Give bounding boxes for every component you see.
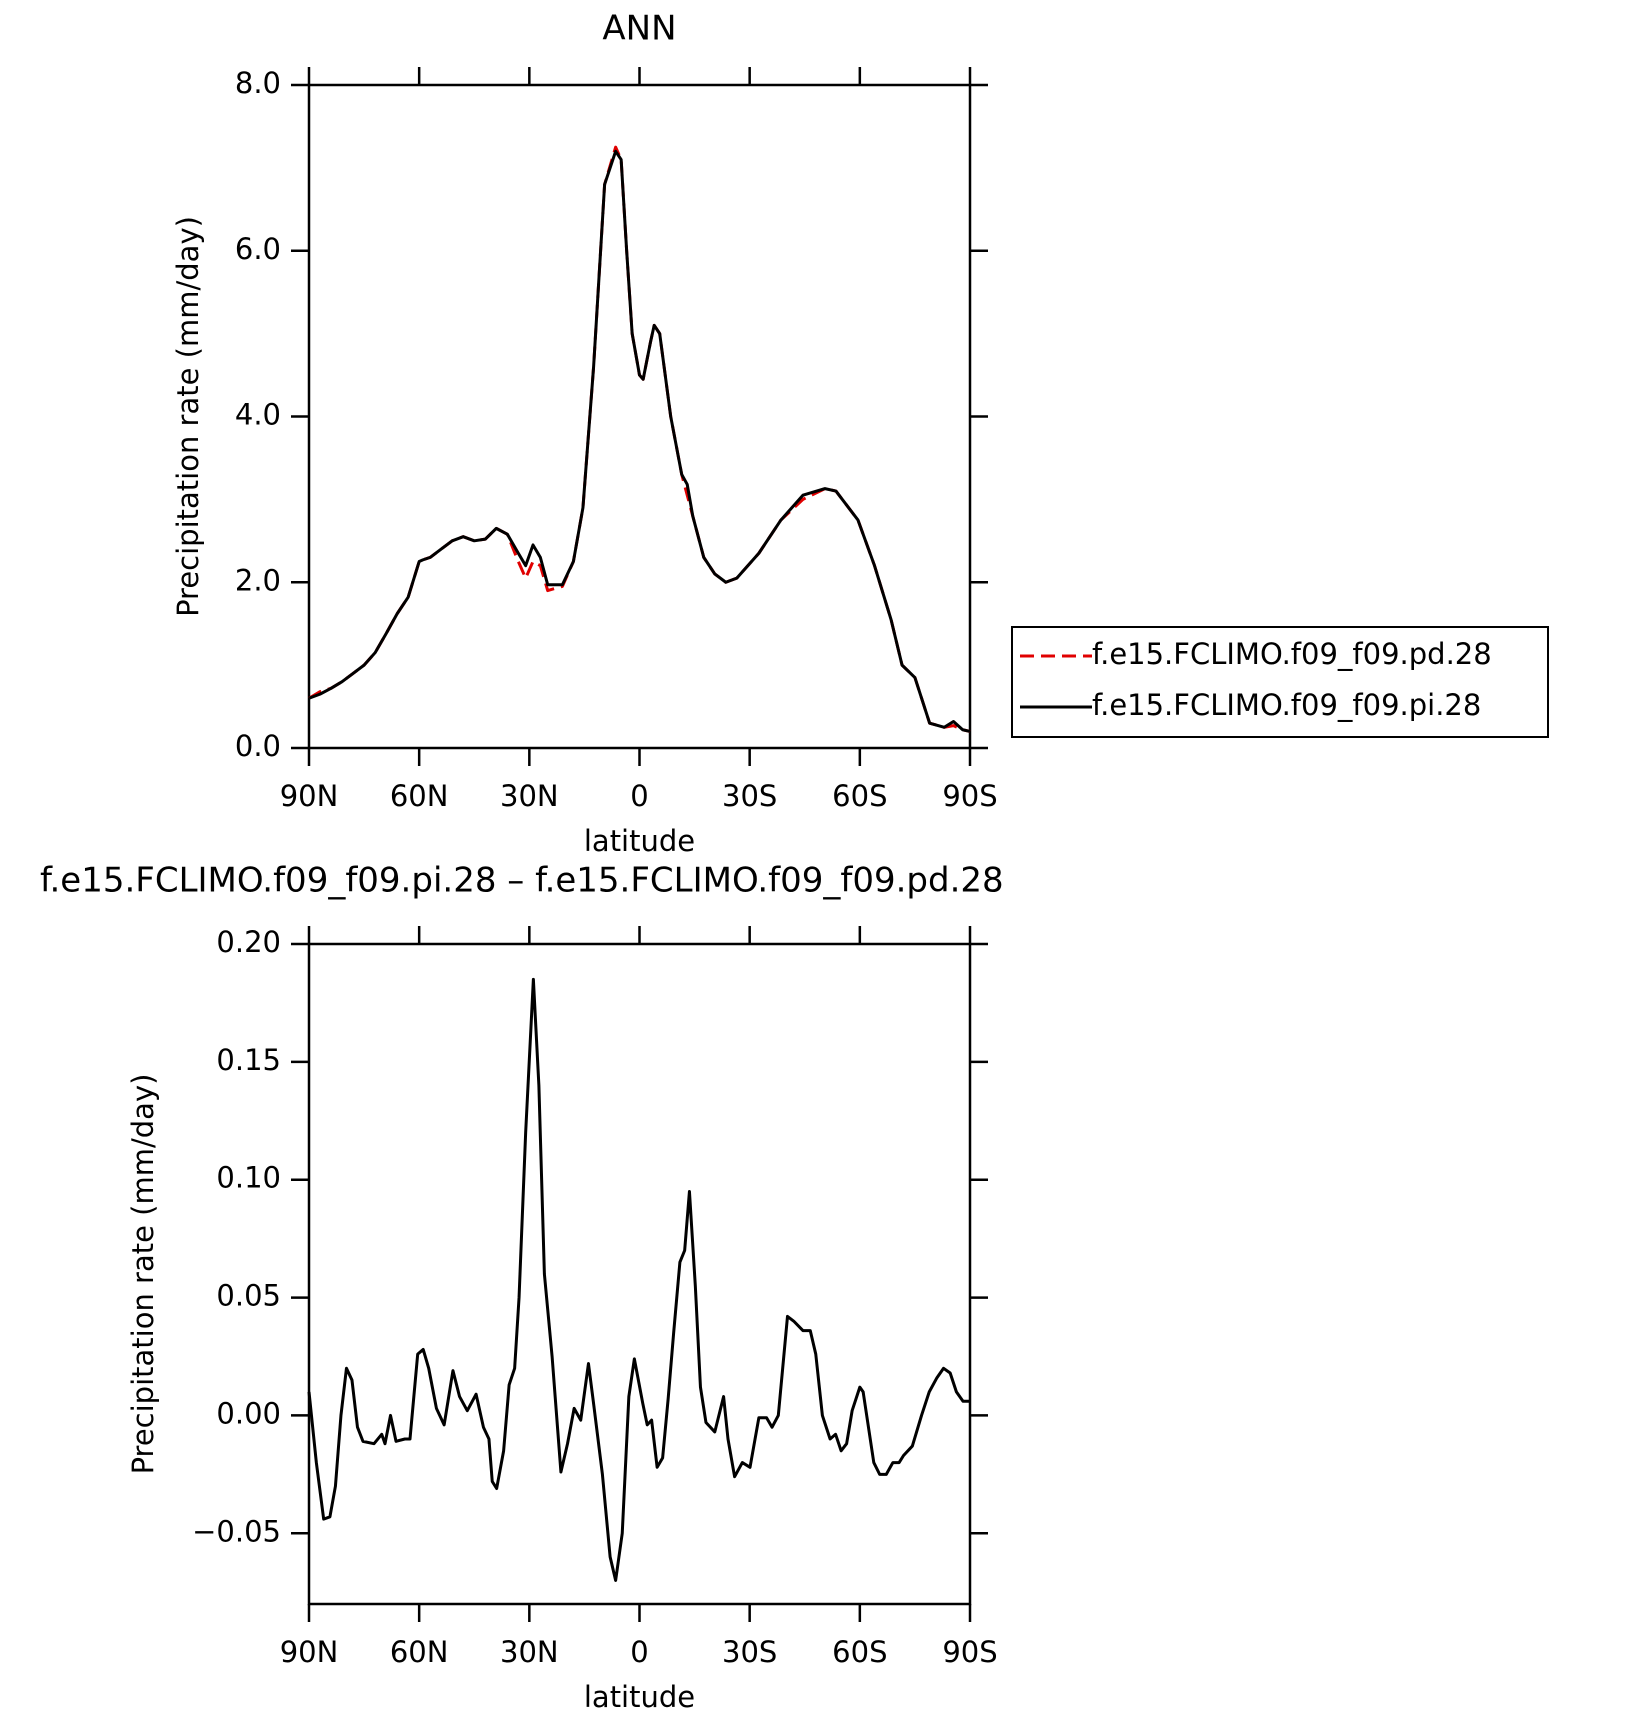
y-tick-label: 0.05 xyxy=(216,1279,281,1313)
y-tick-label: −0.05 xyxy=(192,1514,281,1548)
x-tick-label: 30S xyxy=(722,779,777,813)
x-tick-label: 90S xyxy=(942,1635,997,1669)
legend-label: f.e15.FCLIMO.f09_f09.pi.28 xyxy=(1092,688,1481,722)
x-tick-label: 90N xyxy=(280,779,339,813)
y-tick-label: 8.0 xyxy=(235,66,281,100)
line xyxy=(308,145,971,733)
y-tick-label: 0.10 xyxy=(216,1161,281,1195)
chart-title: ANN xyxy=(602,9,676,49)
plot-frame xyxy=(307,83,972,750)
x-tick-label: 60N xyxy=(390,779,449,813)
legend-label: f.e15.FCLIMO.f09_f09.pd.28 xyxy=(1092,637,1492,671)
x-axis-label: latitude xyxy=(584,1680,695,1714)
y-axis-label: Precipitation rate (mm/day) xyxy=(171,216,205,617)
x-tick-label: 90S xyxy=(942,779,997,813)
x-tick-label: 0 xyxy=(630,1635,648,1669)
x-tick-label: 30N xyxy=(500,779,559,813)
x-tick-label: 60S xyxy=(832,1635,887,1669)
x-tick-label: 60S xyxy=(832,779,887,813)
x-tick-label: 90N xyxy=(280,1635,339,1669)
line xyxy=(308,149,971,733)
line xyxy=(307,977,970,1582)
legend-box xyxy=(1011,626,1549,738)
y-tick-label: 0.0 xyxy=(235,729,281,763)
x-tick-label: 60N xyxy=(390,1635,449,1669)
y-tick-label: 0.00 xyxy=(216,1396,281,1430)
y-tick-label: 0.20 xyxy=(216,925,281,959)
x-tick-label: 30S xyxy=(722,1635,777,1669)
x-tick-label: 30N xyxy=(500,1635,559,1669)
chart-title: f.e15.FCLIMO.f09_f09.pi.28 – f.e15.FCLIM… xyxy=(40,861,1004,901)
plot-frame xyxy=(307,942,972,1606)
y-axis-label: Precipitation rate (mm/day) xyxy=(126,1074,160,1475)
x-tick-label: 0 xyxy=(630,779,648,813)
y-tick-label: 4.0 xyxy=(235,398,281,432)
x-axis-label: latitude xyxy=(584,824,695,858)
y-tick-label: 2.0 xyxy=(235,563,281,597)
y-tick-label: 0.15 xyxy=(216,1043,281,1077)
y-tick-label: 6.0 xyxy=(235,232,281,266)
